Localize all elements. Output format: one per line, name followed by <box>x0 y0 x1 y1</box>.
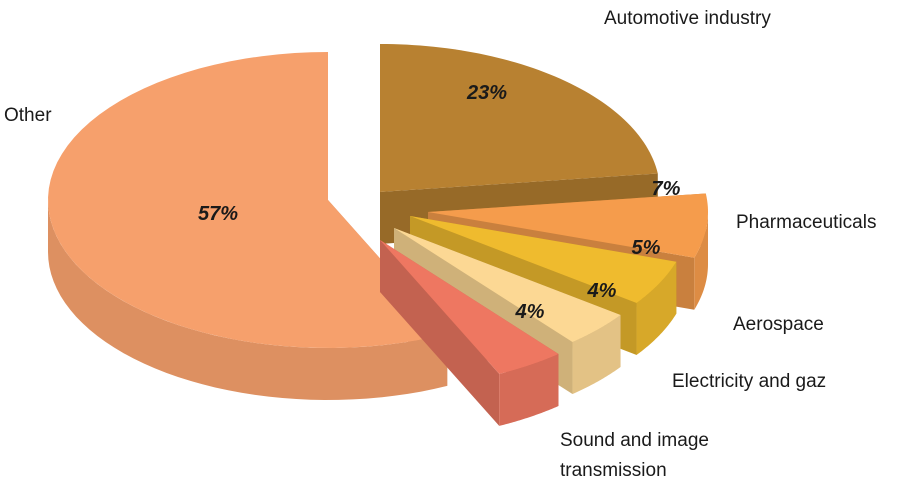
slice-top-aerospace <box>410 216 677 303</box>
slice-wall-sound-and-image-transmission-1 <box>380 240 500 426</box>
value-label-other: 57% <box>198 203 238 225</box>
slice-side-sound-and-image-transmission <box>499 354 559 426</box>
value-label-pharmaceuticals: 7% <box>652 178 681 200</box>
value-label-automotive-industry: 23% <box>466 82 507 104</box>
category-label-electricity-and-gaz: Electricity and gaz <box>672 371 826 392</box>
value-label-sound-and-image-transmission: 4% <box>515 301 545 323</box>
category-label-pharmaceuticals: Pharmaceuticals <box>736 212 876 233</box>
slice-top-automotive-industry <box>380 44 658 192</box>
slice-top-electricity-and-gaz <box>394 228 621 343</box>
category-label-sound-and-image-transmission: Sound and image transmission <box>560 430 709 481</box>
slice-side-electricity-and-gaz <box>572 314 621 395</box>
category-label-automotive-industry: Automotive industry <box>604 8 771 29</box>
slice-side-other <box>48 200 448 400</box>
category-label-aerospace: Aerospace <box>733 314 824 335</box>
value-label-aerospace: 5% <box>632 237 661 259</box>
slice-tops <box>48 44 708 426</box>
slice-top-pharmaceuticals <box>428 193 708 258</box>
category-label-other: Other <box>4 105 52 126</box>
slice-side-pharmaceuticals <box>694 212 708 310</box>
slice-top-other <box>48 52 448 348</box>
slice-side-aerospace <box>636 261 677 355</box>
slice-sound-and-image-transmission <box>380 240 559 426</box>
value-label-electricity-and-gaz: 4% <box>587 280 617 302</box>
slice-top-sound-and-image-transmission <box>380 240 559 374</box>
